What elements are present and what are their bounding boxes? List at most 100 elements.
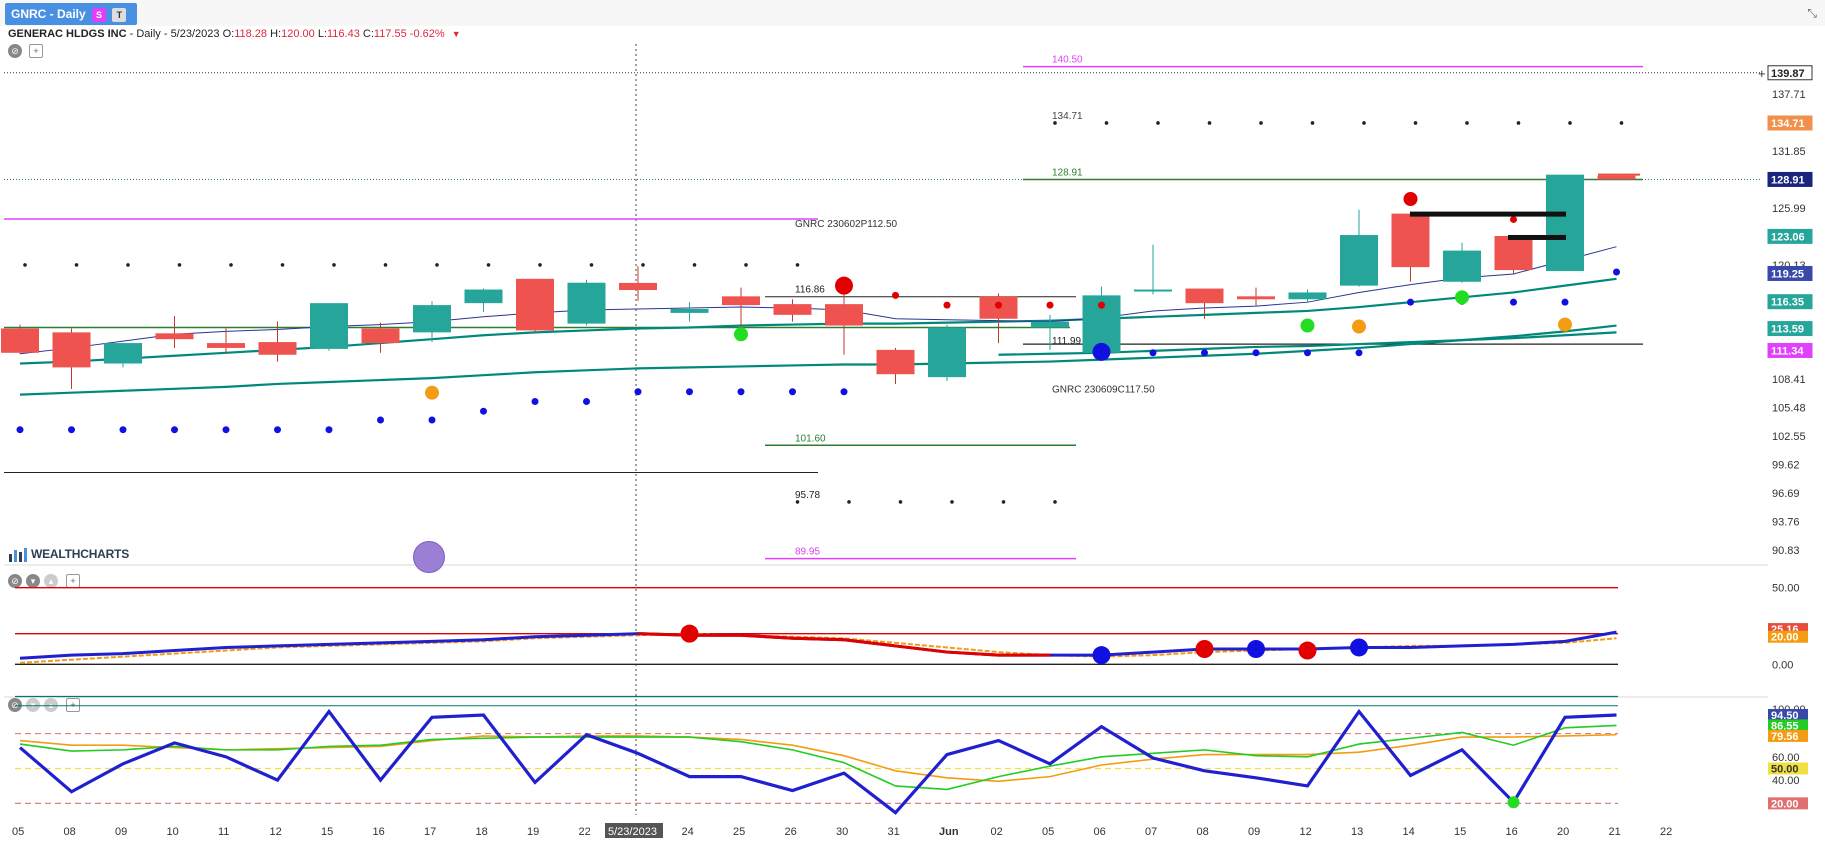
candle-body [1031,321,1069,328]
high-label: H: [270,28,282,40]
signal-dot [1092,342,1111,361]
y-axis-label: 139.87 [1772,68,1806,80]
x-axis-label: 12 [270,826,282,838]
pivot-dot [332,263,336,267]
pane2-collapse-icon[interactable]: ▾ [26,574,40,588]
signal-dot [1561,298,1569,306]
x-axis-label: 31 [888,826,900,838]
period-date: - Daily - 5/23/2023 [129,28,220,40]
logo-text: WEALTHCHARTS [31,547,130,561]
y-axis-label: 102.55 [1772,431,1806,443]
x-axis-label: 17 [424,826,436,838]
x-axis-label: 19 [527,826,539,838]
y-axis-label: 134.71 [1772,118,1806,130]
candle-body [1340,235,1378,286]
pane2-expand-icon[interactable]: ▴ [44,574,58,588]
price-badge [1767,321,1813,337]
level-label: 101.60 [795,433,826,444]
pane3-collapse-icon[interactable]: ▾ [26,698,40,712]
pane3-axis-label: 20.00 [1772,798,1800,810]
pane3-add-icon[interactable]: + [66,698,80,712]
price-badge-label: 116.35 [1771,297,1804,309]
candle-body [825,304,863,326]
x-axis-label: 08 [64,826,76,838]
drawing-tool-icon[interactable] [413,541,445,573]
oscillator-line [19,632,1617,664]
price-badge [1767,294,1813,310]
trend-down-icon: ▼ [451,29,461,39]
y-axis-label: 99.62 [1772,460,1800,472]
candle-body [464,289,503,304]
y-axis-label: 96.69 [1772,488,1800,500]
pivot-dot [23,263,27,267]
candle-body [1597,175,1636,180]
price-badge-label: 119.25 [1771,268,1804,280]
change-percent: -0.62% [409,28,445,40]
signal-dot [1201,349,1208,357]
settings-icon[interactable]: ⊘ [8,44,22,58]
price-pane: 140.50 134.71 128.91 116.86 111.99 101.60 95.7… [1,44,1768,815]
pane3-settings-icon[interactable]: ⊘ [8,698,22,712]
pivot-dot [692,263,697,267]
level-label: 89.95 [795,547,820,558]
candle-body [1391,213,1430,268]
signal-dot [1510,215,1517,223]
price-badge [1767,342,1813,358]
pivot-dot [1413,121,1418,125]
candle-body [773,304,812,315]
moving-average-fast [19,246,1617,355]
signal-dot [737,388,745,396]
level-label: 95.78 [795,490,820,501]
candle-body [516,278,554,331]
y-axis-label: 131.85 [1772,146,1806,158]
x-axis-label: 11 [218,826,229,838]
price-badge [1767,171,1813,187]
x-axis-label: 25 [733,826,745,838]
expand-icon[interactable]: ⤡ [1807,6,1817,20]
pivot-dot [1053,121,1057,125]
pivot-dot [538,263,542,267]
signal-dot [377,416,384,424]
signal-dot [1510,298,1517,306]
y-axis-label: 119.25 [1772,268,1805,280]
signal-dot [1558,317,1572,332]
candle-body [155,333,194,340]
level-label: 140.50 [1052,55,1083,66]
pane3-expand-icon[interactable]: ▴ [44,698,58,712]
y-axis-label: 137.71 [1772,89,1806,101]
pane3-axis-label: 94.50 [1772,710,1800,722]
y-axis-label: 108.41 [1772,374,1806,386]
oscillator-marker [1247,640,1265,658]
candle-body [876,349,915,375]
pivot-dot [229,263,233,267]
level-label: 111.99 [1052,336,1082,347]
pane2-add-icon[interactable]: + [66,574,80,588]
add-indicator-icon[interactable]: + [29,44,43,58]
pane3-badge-label: 94.50 [1771,710,1799,722]
pivot-dot [744,263,748,267]
signal-dot [531,397,539,405]
stochastic-line [19,733,1617,783]
close-label: C: [362,28,374,40]
pivot-dot [1619,121,1624,125]
pane2-settings-icon[interactable]: ⊘ [8,574,22,588]
pivot-dot [1207,121,1212,125]
studies-badge[interactable]: S [92,7,107,22]
template-badge[interactable]: T [112,7,127,22]
high-value: 120.00 [281,28,315,40]
x-axis-label: 09 [1248,826,1260,838]
y-axis-label: 116.35 [1772,297,1805,309]
candle-body [722,296,760,306]
price-badge [1767,65,1813,81]
pane2-badge-label: 20.00 [1771,632,1799,644]
x-axis-label: 10 [167,826,179,838]
x-axis-label: 05 [1042,826,1054,838]
pane3-badge-label: 50.00 [1771,763,1799,775]
candle-body [310,303,348,349]
y-axis-background [1768,53,1825,823]
pane3-axis-label: 100.00 [1772,704,1806,716]
symbol-tab[interactable]: GNRC - Daily S T [5,3,137,25]
candle-body [52,332,91,368]
price-badge [1767,228,1813,244]
